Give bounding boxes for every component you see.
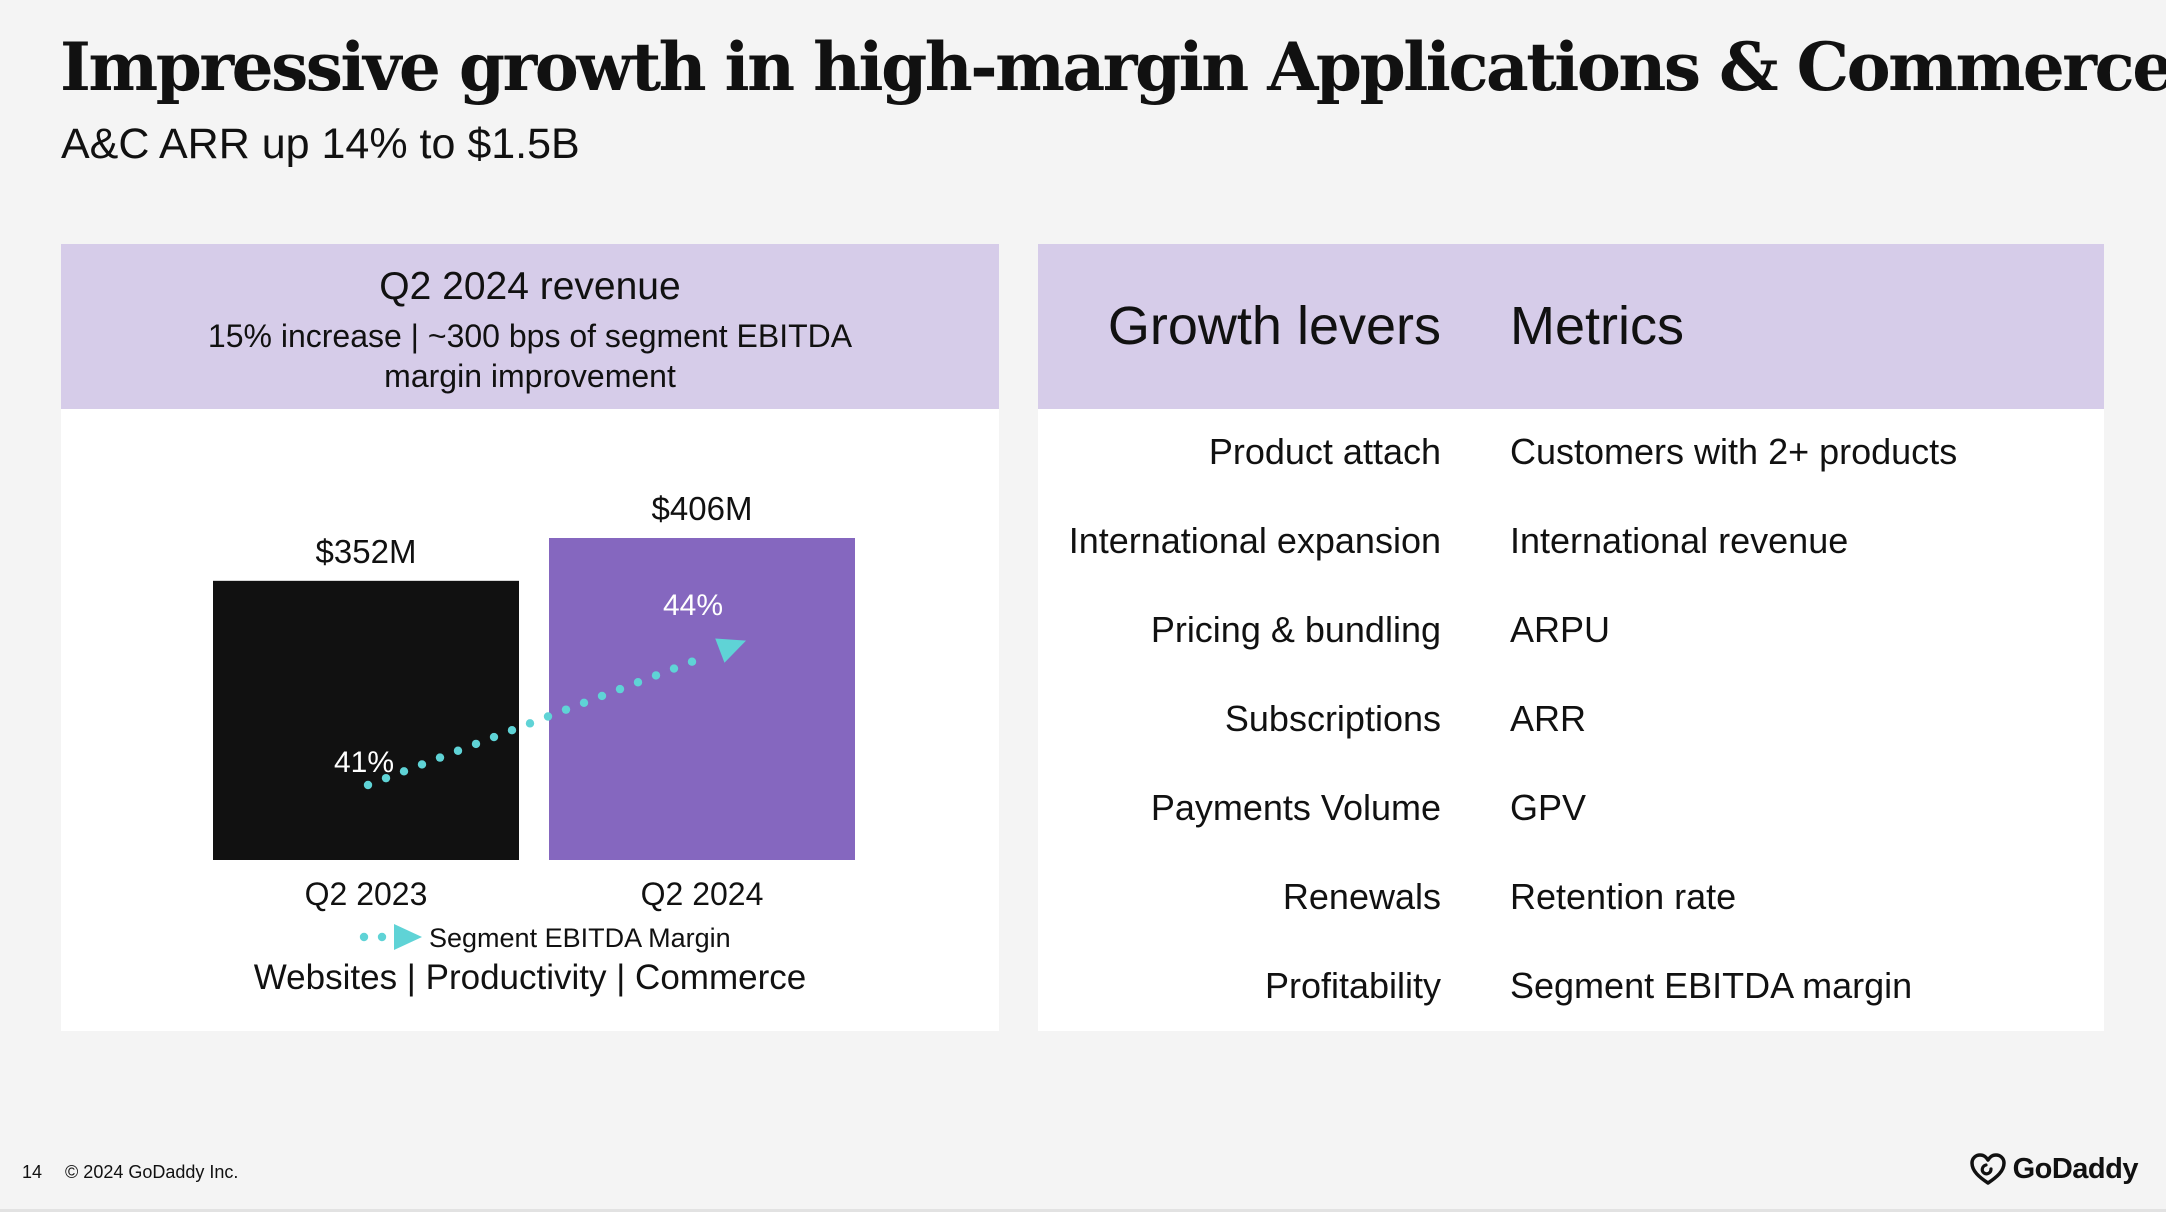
margin-arrowhead — [715, 638, 747, 663]
margin-dot — [381, 773, 391, 783]
growth-levers-header: Growth levers Metrics — [1038, 244, 2104, 409]
lever-label: Pricing & bundling — [1150, 609, 1441, 650]
lever-label: Product attach — [1208, 431, 1441, 472]
slide-subtitle: A&C ARR up 14% to $1.5B — [61, 120, 580, 168]
revenue-bar — [213, 580, 519, 860]
margin-label: 44% — [663, 589, 723, 622]
lever-label: Profitability — [1264, 965, 1441, 1006]
margin-dot — [363, 780, 373, 790]
godaddy-heart-icon — [1969, 1153, 2006, 1185]
margin-dot — [543, 712, 553, 721]
revenue-subheading: 15% increase | ~300 bps of segment EBITD… — [207, 318, 853, 394]
legend-label: Segment EBITDA Margin — [429, 923, 731, 953]
margin-dot — [561, 705, 571, 714]
metric-label: ARR — [1510, 698, 1587, 739]
margin-dot — [615, 684, 625, 694]
table-row: International expansion International re… — [1038, 498, 2104, 587]
metric-label: Retention rate — [1510, 876, 1737, 917]
godaddy-logo: GoDaddy — [1969, 1152, 2139, 1186]
segments-label: Websites | Productivity | Commerce — [254, 958, 806, 997]
table-row: Renewals Retention rate — [1038, 854, 2104, 943]
slide-footer: 14 © 2024 GoDaddy Inc. — [22, 1162, 238, 1183]
metric-label: Customers with 2+ products — [1510, 431, 1958, 472]
table-row: Profitability Segment EBITDA margin — [1038, 943, 2104, 1032]
margin-dot — [471, 739, 481, 749]
revenue-heading: Q2 2024 revenue — [379, 265, 681, 308]
revenue-bar — [549, 538, 855, 860]
lever-label: Renewals — [1282, 876, 1441, 917]
logo-text: GoDaddy — [2012, 1152, 2139, 1185]
revenue-chart: $352M Q2 2023 $406M Q2 2024 41% 44% Segment EB… — [213, 490, 855, 997]
bar-value-label: $406M — [652, 490, 753, 527]
legend-dot — [359, 932, 369, 942]
margin-dot — [579, 698, 589, 707]
legend-dot — [377, 932, 387, 942]
margin-dot — [669, 664, 679, 673]
slide-title: Impressive growth in high-margin Applica… — [60, 28, 2166, 106]
table-row: Product attach Customers with 2+ product… — [1038, 409, 2104, 498]
margin-dot — [489, 732, 499, 742]
category-label: Q2 2024 — [641, 876, 764, 912]
margin-dot — [687, 657, 697, 666]
margin-label: 41% — [334, 746, 394, 779]
margin-dot — [525, 719, 535, 728]
revenue-panel-header: Q2 2024 revenue 15% increase | ~300 bps … — [61, 244, 999, 409]
margin-dot — [453, 746, 463, 755]
bottom-divider — [0, 1209, 2166, 1212]
category-label: Q2 2023 — [305, 876, 428, 912]
margin-dot — [651, 671, 661, 680]
bar-value-label: $352M — [316, 533, 417, 570]
metric-label: GPV — [1510, 787, 1587, 828]
metrics-heading: Metrics — [1510, 296, 1684, 356]
levers-table: Product attach Customers with 2+ product… — [1038, 409, 2104, 1032]
growth-levers-panel: Growth levers Metrics Product attach Cus… — [1038, 244, 2104, 1031]
metric-label: International revenue — [1510, 520, 1849, 561]
growth-levers-heading: Growth levers — [1107, 296, 1441, 356]
margin-dot — [399, 767, 409, 776]
margin-dot — [435, 753, 445, 762]
lever-label: Subscriptions — [1224, 698, 1441, 739]
margin-dot — [507, 726, 517, 735]
page-number: 14 — [22, 1162, 43, 1182]
margin-dot — [417, 760, 427, 769]
lever-label: International expansion — [1068, 520, 1441, 561]
lever-label: Payments Volume — [1150, 787, 1441, 828]
revenue-panel: Q2 2024 revenue 15% increase | ~300 bps … — [61, 244, 999, 1031]
margin-dot — [597, 691, 607, 701]
table-row: Pricing & bundling ARPU — [1038, 587, 2104, 676]
metric-label: ARPU — [1510, 609, 1611, 650]
margin-dot — [633, 678, 643, 687]
copyright: © 2024 GoDaddy Inc. — [65, 1162, 239, 1182]
table-row: Subscriptions ARR — [1038, 676, 2104, 765]
legend-arrow-icon — [394, 924, 422, 950]
table-row: Payments Volume GPV — [1038, 765, 2104, 854]
metric-label: Segment EBITDA margin — [1510, 965, 1913, 1006]
